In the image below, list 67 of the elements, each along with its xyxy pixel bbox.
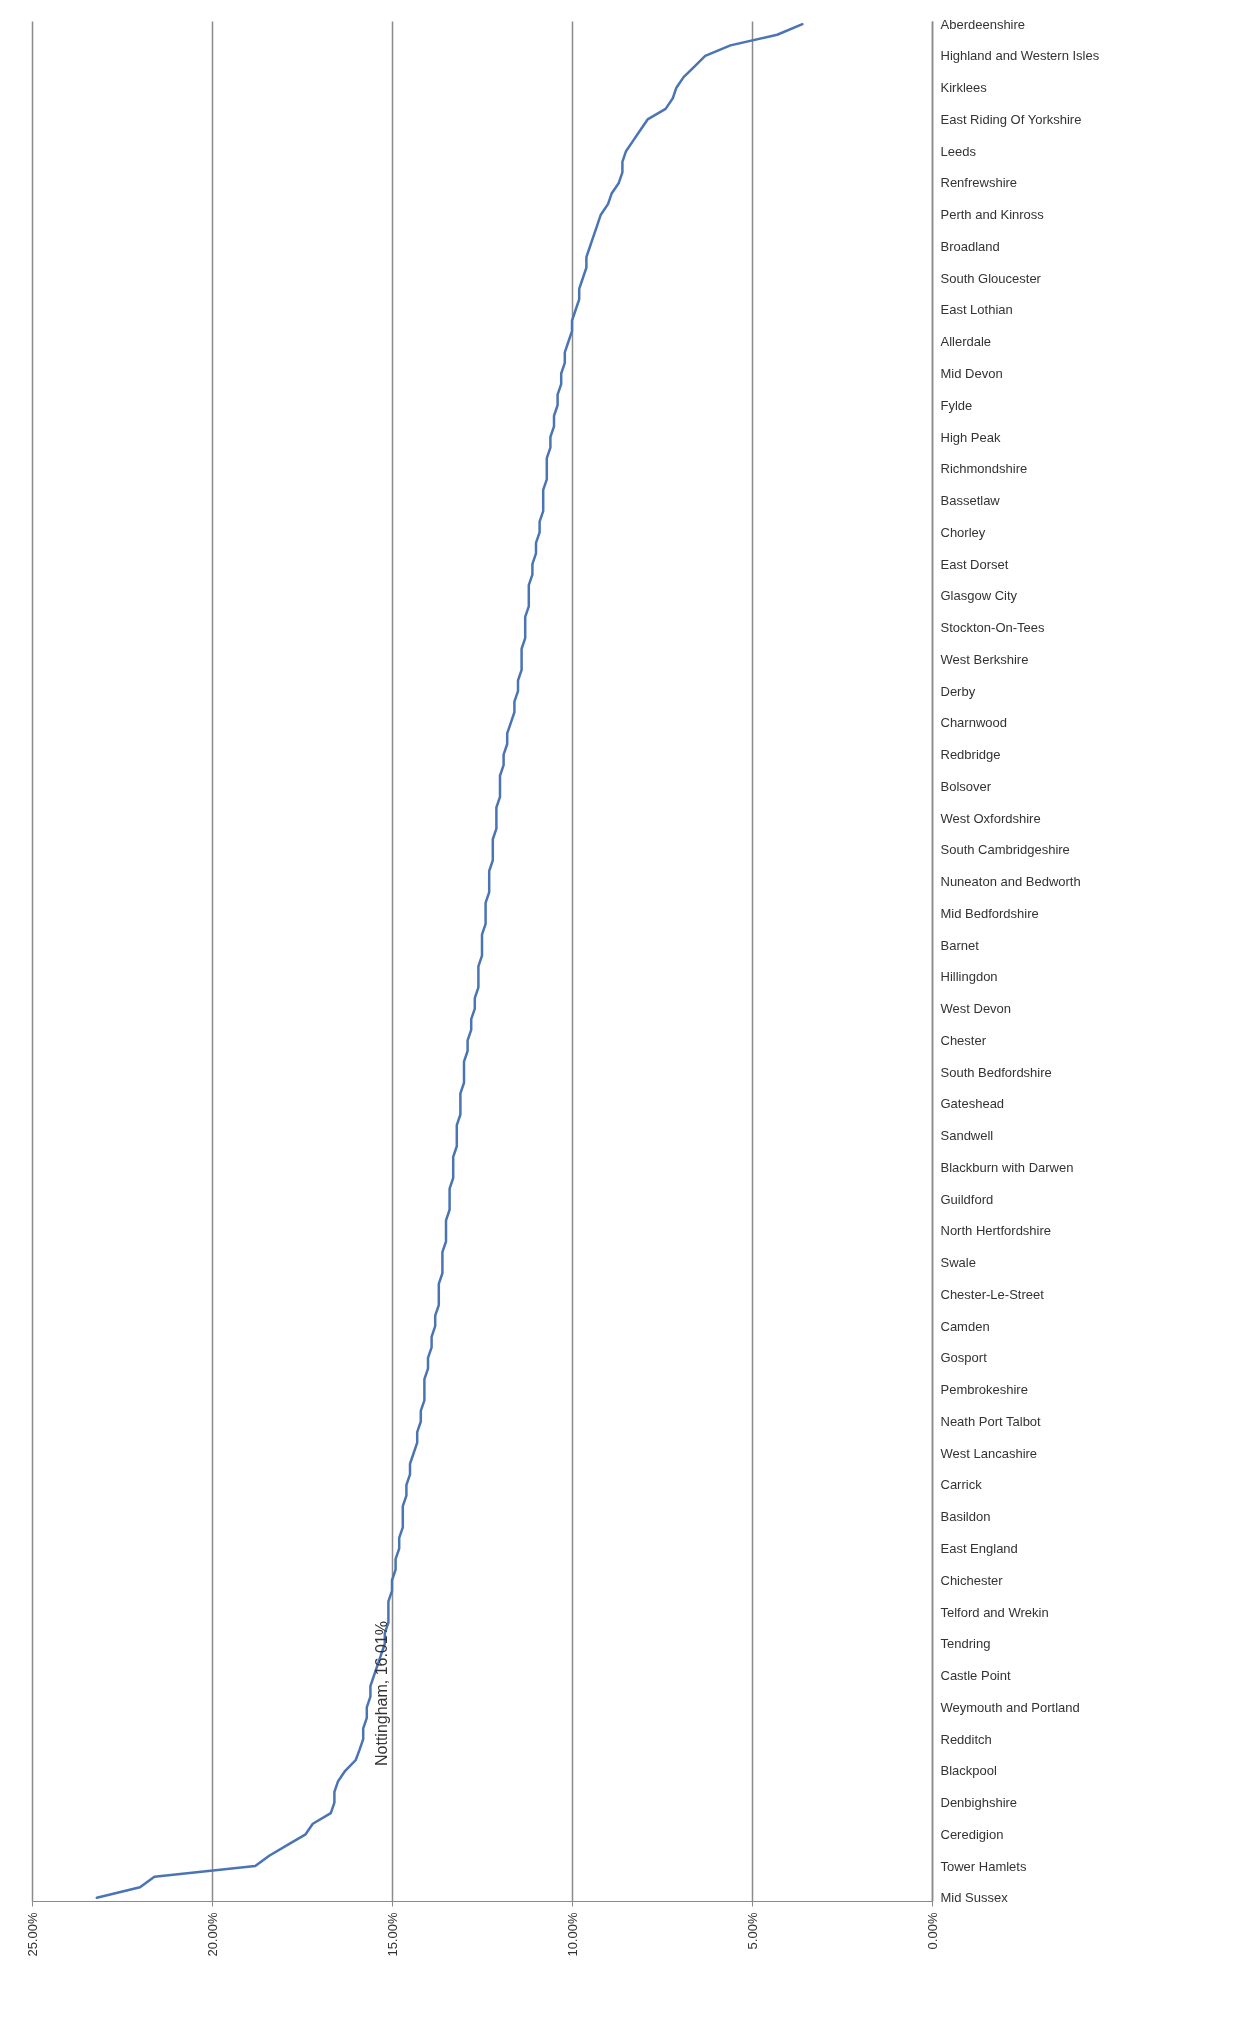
y-tick-label: North Hertfordshire: [940, 1223, 1052, 1239]
y-tick-label: Chester-Le-Street: [940, 1286, 1045, 1302]
y-tick-label: Nuneaton and Bedworth: [940, 874, 1081, 890]
y-tick-label: Chester: [940, 1032, 987, 1048]
y-tick-label: West Devon: [940, 1001, 1012, 1017]
y-tick-label: Kirklees: [940, 80, 988, 96]
y-tick-label: Derby: [940, 683, 976, 699]
y-tick-label: Tower Hamlets: [940, 1858, 1027, 1874]
x-tick-label: 5.00%: [744, 1912, 760, 1950]
y-tick-label: Gateshead: [940, 1096, 1005, 1112]
y-tick-label: Hillingdon: [940, 969, 998, 985]
y-tick-label: Richmondshire: [940, 461, 1028, 477]
y-tick-label: Gosport: [940, 1350, 988, 1366]
x-tick-label: 20.00%: [204, 1912, 220, 1957]
y-tick-label: Chichester: [940, 1572, 1004, 1588]
y-tick-label: Castle Point: [940, 1668, 1011, 1684]
y-tick-label: Redbridge: [940, 747, 1001, 763]
y-tick-label: South Cambridgeshire: [940, 842, 1070, 858]
y-tick-label: Ceredigion: [940, 1826, 1004, 1842]
y-tick-label: Carrick: [940, 1477, 983, 1493]
y-tick-label: Bolsover: [940, 778, 992, 794]
y-tick-label: Telford and Wrekin: [940, 1604, 1049, 1620]
y-tick-label: Swale: [940, 1255, 976, 1271]
y-tick-label: Weymouth and Portland: [940, 1699, 1080, 1715]
y-tick-label: South Gloucester: [940, 270, 1042, 286]
y-tick-label: Neath Port Talbot: [940, 1413, 1042, 1429]
y-tick-label: Stockton-On-Tees: [940, 620, 1046, 636]
y-tick-label: East England: [940, 1541, 1018, 1556]
y-tick-label: Mid Sussex: [940, 1890, 1009, 1906]
y-tick-label: Tendring: [940, 1636, 991, 1652]
y-tick-label: Sandwell: [940, 1128, 994, 1144]
annotation: Nottingham, 16.01%: [373, 1621, 390, 1766]
y-tick-label: Bassetlaw: [940, 493, 1001, 509]
y-tick-label: West Berkshire: [940, 651, 1029, 667]
x-tick-label: 0.00%: [924, 1912, 940, 1950]
y-tick-label: East Riding Of Yorkshire: [940, 111, 1082, 127]
y-tick-label: Redditch: [940, 1731, 992, 1747]
y-tick-label: West Lancashire: [940, 1445, 1038, 1461]
y-tick-label: Camden: [940, 1318, 990, 1334]
y-tick-label: Mid Devon: [940, 366, 1003, 381]
y-tick-label: Leeds: [940, 143, 977, 159]
y-tick-label: Denbighshire: [940, 1795, 1018, 1811]
y-tick-label: Allerdale: [940, 334, 992, 350]
y-tick-label: Blackpool: [940, 1763, 997, 1779]
y-tick-label: Charnwood: [940, 715, 1007, 731]
y-tick-label: Highland and Western Isles: [940, 48, 1100, 64]
y-tick-label: Mid Bedfordshire: [940, 905, 1039, 921]
x-tick-label: 25.00%: [24, 1912, 40, 1957]
y-tick-label: Basildon: [940, 1509, 991, 1525]
x-tick-label: 10.00%: [564, 1912, 580, 1957]
y-tick-label: Broadland: [940, 238, 1000, 254]
y-tick-label: Renfrewshire: [940, 175, 1018, 191]
y-tick-label: Chorley: [940, 524, 986, 540]
y-tick-label: Blackburn with Darwen: [940, 1159, 1074, 1175]
y-tick-label: Guildford: [940, 1191, 994, 1207]
y-tick-label: Barnet: [940, 937, 980, 953]
x-tick-label: 15.00%: [384, 1912, 400, 1957]
y-tick-label: High Peak: [940, 429, 1001, 445]
y-tick-label: Perth and Kinross: [940, 207, 1045, 223]
y-tick-label: South Bedfordshire: [940, 1064, 1052, 1080]
y-tick-label: Glasgow City: [940, 588, 1018, 604]
y-tick-label: Pembrokeshire: [940, 1382, 1028, 1398]
y-tick-label: East Dorset: [940, 556, 1009, 572]
y-tick-label: West Oxfordshire: [940, 810, 1041, 826]
y-tick-label: Aberdeenshire: [940, 16, 1026, 32]
y-tick-label: Fylde: [940, 397, 973, 413]
y-tick-label: East Lothian: [940, 302, 1013, 318]
